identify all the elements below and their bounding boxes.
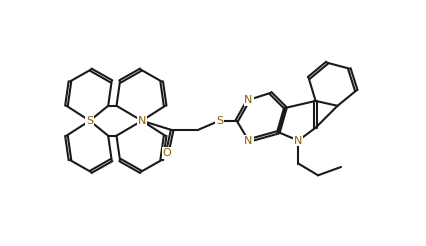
Text: N: N	[245, 136, 253, 146]
Text: O: O	[163, 148, 172, 158]
Text: N: N	[245, 95, 253, 105]
Text: N: N	[138, 116, 146, 126]
Text: S: S	[86, 116, 93, 126]
Text: S: S	[216, 116, 223, 126]
Text: N: N	[294, 136, 302, 146]
